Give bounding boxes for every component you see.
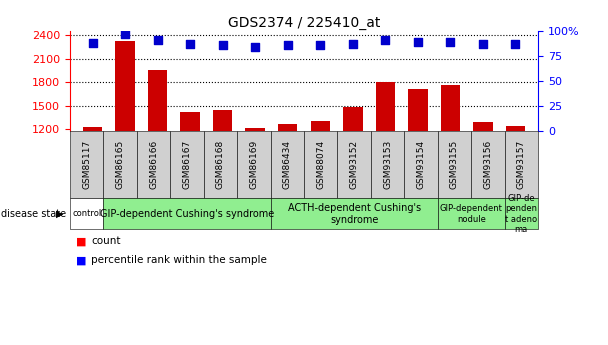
Text: GSM86434: GSM86434	[283, 140, 292, 189]
Text: GSM86169: GSM86169	[249, 140, 258, 189]
Bar	[213, 110, 232, 223]
Point	[446, 39, 455, 45]
Bar	[83, 127, 102, 223]
Bar	[408, 89, 427, 223]
Title: GDS2374 / 225410_at: GDS2374 / 225410_at	[228, 16, 380, 30]
Text: GSM86166: GSM86166	[149, 140, 158, 189]
Text: GIP-dependent Cushing's syndrome: GIP-dependent Cushing's syndrome	[100, 209, 274, 219]
Text: GSM85117: GSM85117	[82, 140, 91, 189]
Text: GSM93153: GSM93153	[383, 140, 392, 189]
Point	[250, 44, 260, 50]
Text: GSM93154: GSM93154	[416, 140, 426, 189]
Point	[153, 37, 162, 43]
Point	[348, 41, 358, 47]
Bar	[441, 85, 460, 223]
Bar	[506, 126, 525, 223]
Text: control: control	[72, 209, 102, 218]
Point	[381, 37, 390, 43]
Bar	[148, 69, 167, 223]
Bar	[278, 124, 297, 223]
Point	[283, 42, 292, 48]
Text: percentile rank within the sample: percentile rank within the sample	[91, 255, 267, 265]
Point	[185, 41, 195, 47]
Point	[413, 39, 423, 45]
Text: GSM93152: GSM93152	[350, 140, 359, 189]
Text: ▶: ▶	[57, 209, 64, 219]
Text: ■: ■	[76, 236, 86, 246]
Text: ACTH-dependent Cushing's
syndrome: ACTH-dependent Cushing's syndrome	[288, 203, 421, 225]
Text: GSM86168: GSM86168	[216, 140, 225, 189]
Bar	[246, 128, 265, 223]
Bar	[116, 41, 135, 223]
Text: GSM93156: GSM93156	[483, 140, 492, 189]
Text: ■: ■	[76, 255, 86, 265]
Text: GSM86167: GSM86167	[182, 140, 192, 189]
Bar	[181, 112, 200, 223]
Text: GSM93155: GSM93155	[450, 140, 459, 189]
Text: GSM88074: GSM88074	[316, 140, 325, 189]
Point	[88, 40, 97, 46]
Bar	[376, 82, 395, 223]
Text: GSM86165: GSM86165	[116, 140, 125, 189]
Bar	[311, 121, 330, 223]
Point	[120, 31, 130, 37]
Point	[478, 41, 488, 47]
Point	[218, 42, 227, 48]
Text: disease state: disease state	[1, 209, 66, 219]
Text: GIP-de
penden
t adeno
ma: GIP-de penden t adeno ma	[505, 194, 537, 234]
Bar	[343, 107, 362, 223]
Point	[316, 42, 325, 48]
Point	[511, 41, 520, 47]
Text: GSM93157: GSM93157	[517, 140, 526, 189]
Bar	[473, 122, 492, 223]
Text: count: count	[91, 236, 121, 246]
Text: GIP-dependent
nodule: GIP-dependent nodule	[440, 204, 503, 224]
